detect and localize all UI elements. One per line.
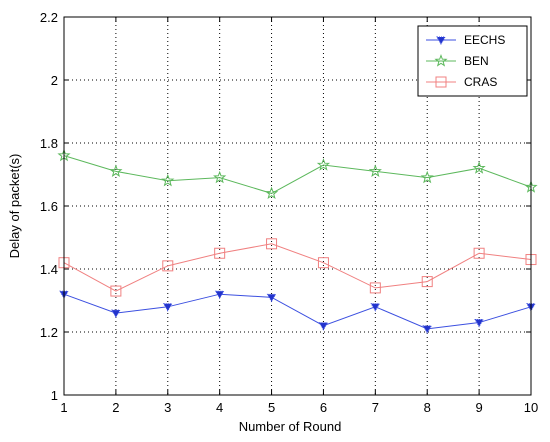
data-point-ben (472, 161, 486, 174)
y-tick-label: 1 (51, 388, 58, 403)
x-tick-label: 9 (475, 400, 482, 415)
legend: EECHS BEN CRAS (417, 25, 528, 97)
data-point-ben (316, 158, 331, 171)
data-point-eechs (318, 322, 329, 331)
legend-marker-eechs (436, 36, 446, 46)
legend-label-ben: BEN (464, 54, 489, 68)
x-tick-label: 4 (216, 400, 223, 415)
x-tick-label: 1 (60, 400, 67, 415)
legend-label-cras: CRAS (464, 75, 497, 89)
x-tick-label: 5 (268, 400, 275, 415)
data-point-eechs (266, 293, 277, 303)
data-point-eechs (370, 303, 381, 312)
x-tick-label: 2 (112, 400, 119, 415)
legend-marker-cras (435, 76, 447, 88)
data-point-cras (473, 247, 485, 259)
data-point-ben (109, 164, 123, 177)
data-point-ben (420, 170, 434, 184)
x-axis-label: Number of Round (239, 419, 342, 434)
plot-frame (63, 16, 532, 396)
data-point-ben (213, 170, 227, 184)
data-point-ben (161, 173, 175, 187)
data-point-eechs (474, 319, 484, 328)
data-point-eechs (422, 325, 433, 334)
x-tick-label: 8 (424, 400, 431, 415)
data-point-ben (368, 164, 382, 177)
x-tick-label: 10 (524, 400, 538, 415)
data-point-eechs (111, 309, 121, 319)
y-tick-labels: 1 1.2 1.4 1.6 1.8 2 2.2 (40, 10, 58, 403)
data-point-cras (162, 260, 174, 272)
data-point-eechs (214, 290, 225, 300)
series-line-cras (63, 243, 532, 292)
data-point-cras (266, 238, 278, 250)
legend-marker-ben (434, 54, 448, 67)
data-point-cras (214, 247, 226, 259)
series-line-ben (63, 155, 532, 194)
x-tick-label: 7 (372, 400, 379, 415)
x-tick-label: 6 (320, 400, 327, 415)
data-point-cras (421, 276, 433, 288)
y-tick-label: 2.2 (40, 10, 58, 25)
y-tick-label: 1.2 (40, 325, 58, 340)
legend-label-eechs: EECHS (464, 33, 505, 47)
data-point-cras (317, 257, 329, 269)
y-axis-label: Delay of packet(s) (7, 154, 22, 259)
y-tick-label: 2 (51, 73, 58, 88)
data-point-ben (264, 186, 279, 200)
series-line-eechs (63, 293, 532, 330)
y-tick-label: 1.8 (40, 136, 58, 151)
data-series (57, 148, 538, 334)
data-point-cras (369, 282, 381, 294)
data-point-eechs (162, 303, 173, 312)
x-tick-labels: 1 2 3 4 5 6 7 8 9 10 (60, 400, 538, 415)
x-tick-label: 3 (164, 400, 171, 415)
y-tick-label: 1.6 (40, 199, 58, 214)
data-point-cras (110, 285, 122, 297)
y-tick-label: 1.4 (40, 262, 58, 277)
